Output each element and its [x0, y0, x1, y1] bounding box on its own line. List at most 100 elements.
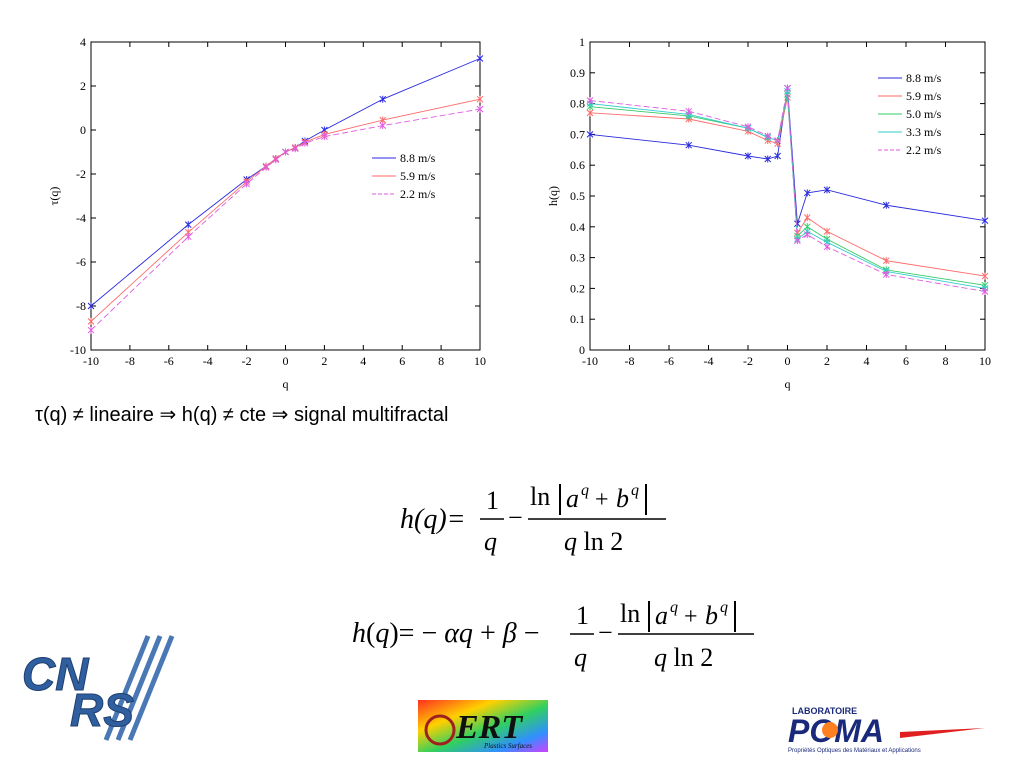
- x-tick-label: -2: [242, 354, 252, 368]
- svg-text:Plastics Surfaces: Plastics Surfaces: [483, 742, 532, 750]
- data-point: [803, 231, 811, 238]
- data-point: [764, 155, 772, 163]
- svg-text:q: q: [484, 527, 497, 556]
- data-point: [586, 97, 594, 105]
- data-point: [379, 122, 387, 130]
- svg-text:q: q: [670, 599, 678, 616]
- data-point: [823, 243, 831, 251]
- ert-logo: ERT Plastics Surfaces: [418, 700, 548, 752]
- series-line: [90, 108, 481, 331]
- series-line: [90, 98, 481, 322]
- y-tick-label: 0.6: [570, 158, 585, 172]
- data-point: [272, 156, 280, 164]
- data-point: [87, 317, 95, 325]
- legend-label: 5.9 m/s: [906, 89, 942, 103]
- x-tick-label: -6: [164, 354, 174, 368]
- cnrs-logo: CN RS: [18, 628, 178, 748]
- y-tick-label: 1: [579, 35, 585, 49]
- svg-text:CN: CN: [22, 648, 89, 700]
- svg-text:1: 1: [576, 601, 589, 630]
- svg-text:−: −: [508, 503, 523, 532]
- x-axis-label: q: [785, 377, 791, 391]
- svg-text:q: q: [581, 482, 589, 499]
- svg-text:q ln 2: q ln 2: [654, 643, 713, 672]
- data-point: [774, 152, 781, 160]
- data-point: [794, 220, 801, 228]
- data-point: [882, 271, 890, 279]
- x-axis-label: q: [283, 377, 289, 391]
- x-tick-label: 6: [903, 354, 909, 368]
- tau-chart: -10 -8 -6 -4 -2 0 2 4 6 8 10 -10 -8 -6 -4 -2 0 2 4 q τ(q) 8.8…: [47, 35, 486, 391]
- data-point: [262, 163, 270, 171]
- caption-text: τ(q) ≠ lineaire ⇒ h(q) ≠ cte ⇒ signal mu…: [35, 404, 449, 426]
- x-tick-label: 4: [360, 354, 366, 368]
- svg-text:a: a: [566, 484, 579, 513]
- svg-text:b: b: [616, 484, 629, 513]
- svg-text:LABORATOIRE: LABORATOIRE: [792, 706, 857, 716]
- data-point: [685, 141, 693, 149]
- data-point: [87, 326, 95, 334]
- y-tick-label: 0.3: [570, 251, 585, 265]
- data-point: [882, 201, 890, 209]
- data-point: [476, 55, 484, 62]
- data-point: [476, 105, 484, 113]
- x-tick-label: -10: [582, 354, 598, 368]
- svg-text:b: b: [705, 601, 718, 630]
- x-tick-label: 0: [283, 354, 289, 368]
- y-tick-label: 0.8: [570, 97, 585, 111]
- svg-text:ln: ln: [620, 599, 640, 628]
- y-axis-label: h(q): [546, 186, 560, 206]
- data-point: [87, 302, 95, 310]
- data-point: [823, 186, 831, 194]
- svg-text:+: +: [595, 487, 609, 513]
- svg-text:q: q: [720, 599, 728, 616]
- legend-label: 3.3 m/s: [906, 125, 942, 139]
- data-point: [685, 107, 693, 115]
- data-point: [774, 137, 781, 145]
- data-point: [981, 287, 989, 295]
- y-axis-label: τ(q): [47, 187, 61, 206]
- y-tick-label: -2: [76, 167, 86, 181]
- svg-text:q ln 2: q ln 2: [564, 527, 623, 556]
- svg-text:a: a: [655, 601, 668, 630]
- y-tick-label: 0.2: [570, 281, 585, 295]
- svg-text:Propriétés Optiques des Matéri: Propriétés Optiques des Matériaux et App…: [788, 748, 921, 754]
- data-point: [301, 139, 309, 147]
- x-tick-label: 2: [824, 354, 830, 368]
- x-tick-label: -6: [664, 354, 674, 368]
- data-point: [784, 84, 791, 92]
- svg-text:ERT: ERT: [455, 709, 523, 746]
- data-point: [184, 233, 192, 241]
- x-tick-label: -8: [125, 354, 135, 368]
- data-point: [184, 221, 192, 229]
- y-tick-label: 2: [80, 79, 86, 93]
- y-tick-label: 0.4: [570, 220, 585, 234]
- data-point: [803, 214, 811, 222]
- h-chart: -10 -8 -6 -4 -2 0 2 4 6 8 10 0 0.1 0.2 0.3 0.4 0.5 0.6 0.7…: [546, 35, 991, 391]
- svg-text:RS: RS: [70, 684, 134, 736]
- y-tick-label: -10: [70, 343, 86, 357]
- y-tick-label: 4: [80, 35, 86, 49]
- y-tick-label: 0.1: [570, 312, 585, 326]
- legend-label: 8.8 m/s: [906, 71, 942, 85]
- svg-text:+: +: [684, 604, 698, 630]
- x-tick-label: 0: [785, 354, 791, 368]
- y-tick-label: 0: [80, 123, 86, 137]
- svg-text:−: −: [598, 618, 613, 647]
- x-tick-label: -2: [743, 354, 753, 368]
- formula-2: h(q)= − αq + β − 1 q − ln a q + b q q ln…: [352, 598, 762, 682]
- data-point: [794, 237, 801, 245]
- svg-text:h(q)=: h(q)=: [400, 504, 466, 535]
- data-point: [981, 217, 989, 225]
- y-tick-label: -4: [76, 211, 86, 225]
- y-tick-label: -6: [76, 255, 86, 269]
- charts-area: -10 -8 -6 -4 -2 0 2 4 6 8 10-10-8-6-4-2024qτ(q)8.8…: [47, 35, 991, 391]
- data-point: [803, 189, 811, 197]
- data-point: [586, 109, 594, 117]
- svg-text:1: 1: [486, 486, 499, 515]
- data-point: [379, 95, 387, 103]
- svg-text:ln: ln: [530, 482, 550, 511]
- y-tick-label: 0.5: [570, 189, 585, 203]
- legend-label: 2.2 m/s: [400, 187, 436, 201]
- x-tick-label: -4: [203, 354, 213, 368]
